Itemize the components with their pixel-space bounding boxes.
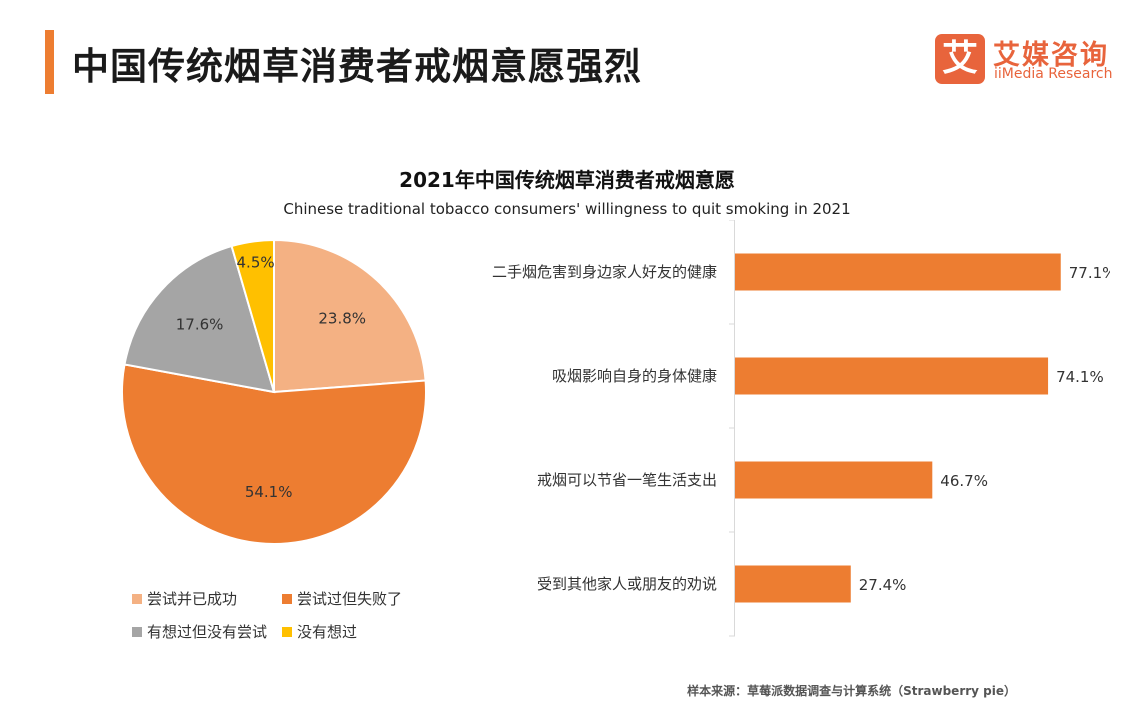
logo-name-cn: 艾媒咨询 [993, 40, 1109, 71]
pie-data-label: 17.6% [176, 316, 224, 334]
category-label: 二手烟危害到身边家人好友的健康 [492, 263, 717, 281]
pie-data-label: 4.5% [237, 254, 275, 272]
pie-data-label: 54.1% [245, 483, 293, 501]
legend-item: 尝试过但失败了 [282, 588, 402, 609]
legend-item: 没有想过 [282, 621, 357, 642]
legend-swatch [132, 626, 142, 637]
iimedia-logo: 艾 艾媒咨询 iiMedia Research [935, 34, 1115, 86]
bar-data-label: 77.1% [1069, 264, 1110, 282]
legend-item: 有想过但没有尝试 [132, 621, 267, 642]
bar-chart: 二手烟危害到身边家人好友的健康 77.1% 吸烟影响自身的身体健康 74.1% 戒烟可以… [492, 220, 1110, 637]
bar-data-label: 74.1% [1056, 368, 1104, 386]
bar [735, 461, 933, 499]
pie-slice [121, 363, 427, 545]
pie-data-label: 23.8% [318, 309, 366, 327]
category-label: 受到其他家人或朋友的劝说 [537, 575, 717, 593]
legend-label: 尝试过但失败了 [297, 590, 403, 608]
source-note: 样本来源：草莓派数据调查与计算系统（Strawberry pie） [687, 684, 1016, 698]
legend-swatch [282, 593, 292, 604]
legend-item: 尝试并已成功 [132, 588, 237, 609]
legend-label: 没有想过 [297, 623, 358, 641]
bar [735, 253, 1061, 291]
chart-subtitle: Chinese traditional tobacco consumers' w… [283, 200, 851, 218]
bar-data-label: 27.4% [859, 576, 907, 594]
bar [735, 357, 1049, 395]
legend-label: 有想过但没有尝试 [147, 623, 268, 641]
chart-title: 2021年中国传统烟草消费者戒烟意愿 [399, 168, 735, 192]
logo-mark: 艾 [935, 34, 985, 84]
category-label: 戒烟可以节省一笔生活支出 [537, 471, 717, 489]
pie-chart: 23.8% 54.1% 17.6% 4.5% [121, 238, 427, 545]
bar [735, 565, 851, 603]
title-accent-bar [45, 30, 54, 94]
legend-label: 尝试并已成功 [147, 590, 238, 608]
pie-slice [230, 238, 275, 393]
pie-slice [273, 238, 427, 394]
bar-data-label: 46.7% [940, 472, 988, 490]
page-title: 中国传统烟草消费者戒烟意愿强烈 [72, 45, 642, 88]
logo-name-en: iiMedia Research [994, 66, 1113, 82]
pie-slice [123, 244, 276, 394]
legend-swatch [282, 626, 292, 637]
category-label: 吸烟影响自身的身体健康 [552, 367, 717, 385]
legend-swatch [132, 593, 142, 604]
